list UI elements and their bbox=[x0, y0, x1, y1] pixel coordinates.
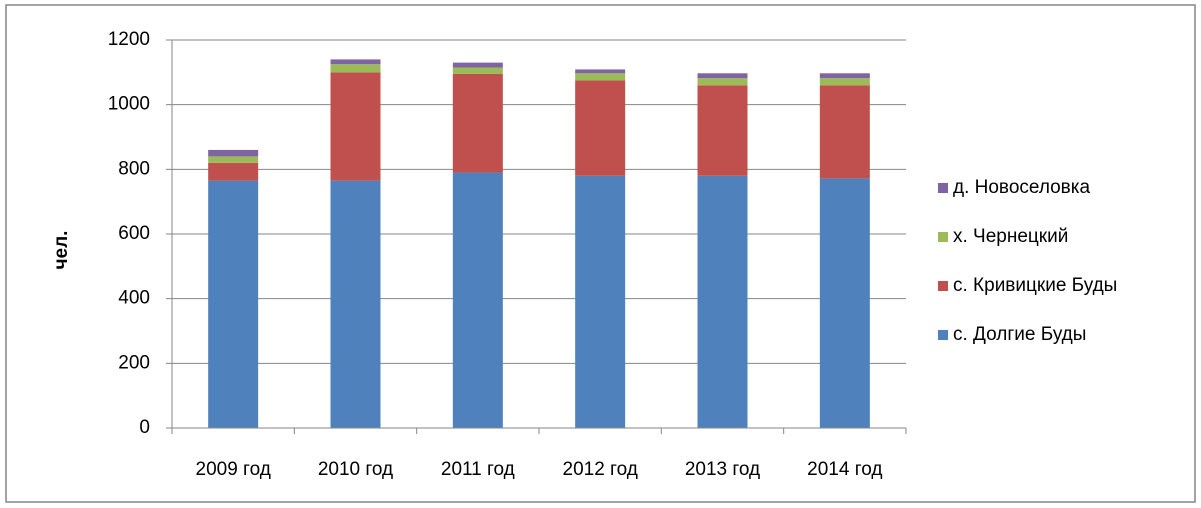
bar-segment bbox=[575, 69, 626, 74]
legend-label: д. Новоселовка bbox=[953, 177, 1091, 198]
legend-swatch bbox=[938, 330, 948, 340]
bar-segment bbox=[819, 85, 870, 179]
bar-segment bbox=[819, 78, 870, 86]
bar-segment bbox=[452, 172, 503, 428]
bar-segment bbox=[208, 180, 259, 428]
bar-segment bbox=[452, 62, 503, 68]
x-tick-label: 2013 год bbox=[685, 459, 760, 480]
legend-swatch bbox=[938, 183, 948, 193]
bar-segment bbox=[575, 175, 626, 428]
bar-segment bbox=[697, 85, 748, 176]
y-axis-label: чел. bbox=[51, 231, 72, 270]
bar-segment bbox=[208, 162, 259, 181]
bar-segment bbox=[575, 80, 626, 176]
bar-segment bbox=[208, 156, 259, 163]
bar-segment bbox=[697, 73, 748, 79]
bar-segment bbox=[330, 180, 381, 428]
legend-label: х. Чернецкий bbox=[953, 226, 1068, 247]
x-tick-label: 2009 год bbox=[196, 459, 271, 480]
bar-segment bbox=[330, 64, 381, 73]
bar-segment bbox=[819, 73, 870, 79]
legend-label: с. Долгие Буды bbox=[953, 324, 1086, 345]
y-tick-label: 800 bbox=[118, 158, 150, 179]
y-tick-label: 200 bbox=[118, 352, 150, 373]
bar-segment bbox=[208, 149, 259, 157]
y-tick-label: 400 bbox=[118, 288, 150, 309]
bar-segment bbox=[697, 175, 748, 428]
legend-label: с. Кривицкие Буды bbox=[953, 275, 1117, 296]
legend-swatch bbox=[938, 232, 948, 242]
y-tick-label: 1200 bbox=[108, 29, 150, 50]
x-tick-label: 2010 год bbox=[318, 459, 393, 480]
y-tick-label: 600 bbox=[118, 223, 150, 244]
y-tick-label: 1000 bbox=[108, 94, 150, 115]
bar-segment bbox=[819, 178, 870, 428]
y-tick-label: 0 bbox=[139, 417, 150, 438]
bar-segment bbox=[697, 78, 748, 86]
x-tick-label: 2014 год bbox=[807, 459, 882, 480]
bar-segment bbox=[330, 59, 381, 65]
bar-segment bbox=[575, 73, 626, 81]
x-tick-label: 2012 год bbox=[563, 459, 638, 480]
bar-segment bbox=[452, 67, 503, 74]
bar-segment bbox=[330, 72, 381, 181]
bar-segment bbox=[452, 73, 503, 173]
legend-swatch bbox=[938, 281, 948, 291]
x-tick-label: 2011 год bbox=[441, 459, 515, 480]
